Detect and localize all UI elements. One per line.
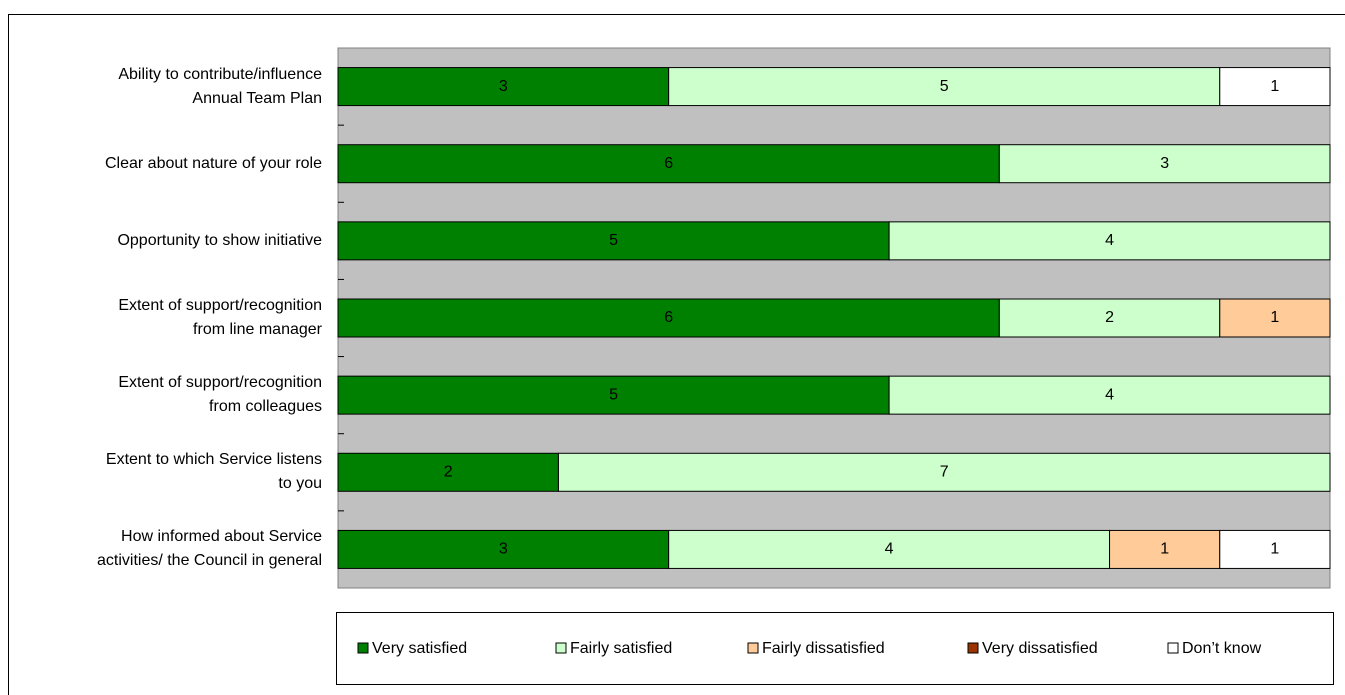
data-label: 4 bbox=[1105, 232, 1114, 249]
bar-segment bbox=[1219, 67, 1331, 107]
data-label: 5 bbox=[940, 78, 949, 95]
category-label: Extent of support/recognition from colle… bbox=[118, 374, 322, 416]
legend-swatch bbox=[747, 642, 759, 654]
data-label: 7 bbox=[940, 464, 949, 481]
legend-label: Don’t know bbox=[1182, 640, 1262, 657]
legend-label: Fairly satisfied bbox=[570, 640, 672, 657]
category-label-box: Clear about nature of your role bbox=[104, 154, 322, 172]
category-label-box: Opportunity to show initiative bbox=[117, 231, 322, 249]
bar-segment bbox=[1219, 529, 1331, 569]
category-label-box: Extent of support/recognition from line … bbox=[118, 297, 322, 338]
legend-swatch bbox=[555, 642, 567, 654]
category-label-box: Ability to contribute/influence Annual T… bbox=[118, 65, 322, 107]
data-label: 3 bbox=[1160, 155, 1169, 172]
bar-segment bbox=[888, 375, 1331, 415]
data-label: 6 bbox=[664, 155, 673, 172]
data-label: 3 bbox=[499, 541, 508, 558]
legend-label: Very dissatisfied bbox=[982, 640, 1098, 657]
data-label: 1 bbox=[1270, 78, 1279, 95]
data-label: 1 bbox=[1160, 541, 1169, 558]
bar-segment bbox=[337, 67, 670, 107]
data-label: 1 bbox=[1270, 541, 1279, 558]
bar-segment bbox=[557, 452, 1331, 492]
bar-segment bbox=[888, 221, 1331, 261]
bar-segment bbox=[337, 529, 670, 569]
legend-swatch bbox=[1167, 642, 1179, 654]
category-label: Clear about nature of your role bbox=[104, 154, 322, 172]
legend-swatch bbox=[357, 642, 369, 654]
bar-segment bbox=[337, 452, 559, 492]
bar-segment bbox=[337, 375, 890, 415]
category-label-box: How informed about Service activities/ t… bbox=[96, 528, 322, 570]
data-label: 3 bbox=[499, 78, 508, 95]
bar-segment bbox=[337, 221, 890, 261]
bar-segment bbox=[998, 144, 1331, 184]
bar-segment bbox=[998, 298, 1221, 338]
data-label: 4 bbox=[885, 541, 894, 558]
data-label: 6 bbox=[664, 309, 673, 326]
bar-segment bbox=[1219, 298, 1331, 338]
category-label: Extent of support/recognition from line … bbox=[118, 297, 322, 338]
category-label: Opportunity to show initiative bbox=[117, 231, 322, 249]
category-label: How informed about Service activities/ t… bbox=[96, 528, 322, 570]
legend-swatch bbox=[967, 642, 979, 654]
legend-label: Fairly dissatisfied bbox=[762, 640, 885, 657]
category-label: Extent to which Service listens to you bbox=[105, 451, 322, 493]
bar-segment bbox=[337, 144, 1000, 184]
bar-segment bbox=[1109, 529, 1221, 569]
data-label: 5 bbox=[609, 386, 618, 403]
bar-segment bbox=[668, 529, 1111, 569]
category-label-box: Extent of support/recognition from colle… bbox=[118, 374, 322, 416]
data-label: 1 bbox=[1270, 309, 1279, 326]
data-label: 5 bbox=[609, 232, 618, 249]
category-label-box: Extent to which Service listens to you bbox=[105, 451, 322, 493]
data-label: 2 bbox=[444, 464, 453, 481]
data-label: 4 bbox=[1105, 386, 1114, 403]
category-label: Ability to contribute/influence Annual T… bbox=[118, 65, 322, 107]
legend-box bbox=[336, 612, 1334, 685]
legend-label: Very satisfied bbox=[372, 640, 467, 657]
bar-segment bbox=[337, 298, 1000, 338]
data-label: 2 bbox=[1105, 309, 1114, 326]
